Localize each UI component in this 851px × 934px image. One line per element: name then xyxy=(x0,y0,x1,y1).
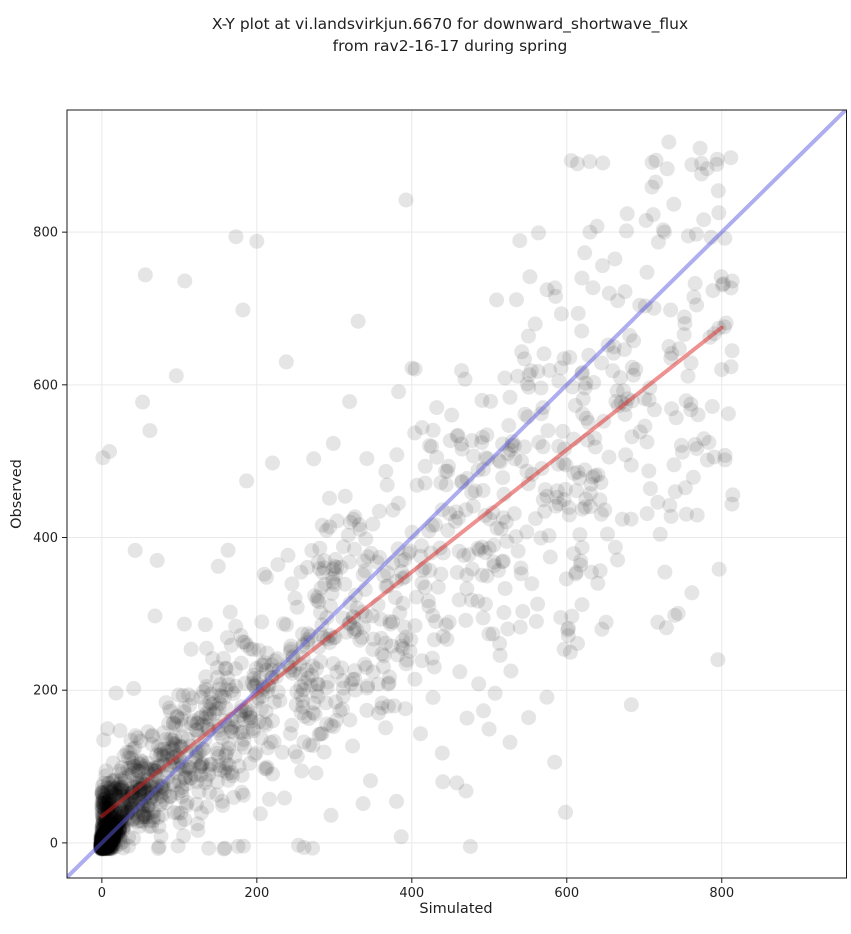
reference-lines xyxy=(67,110,847,878)
x-tick-label: 800 xyxy=(709,886,734,901)
chart-title-line2: from rav2-16-17 during spring xyxy=(333,37,568,55)
x-tick-label: 200 xyxy=(244,886,269,901)
identity-line xyxy=(67,110,847,878)
x-tick-label: 400 xyxy=(399,886,424,901)
y-tick-label: 200 xyxy=(33,684,58,699)
y-tick-label: 0 xyxy=(50,836,58,851)
y-tick-label: 800 xyxy=(33,226,58,241)
y-axis-label: Observed xyxy=(9,459,25,529)
fit-line xyxy=(99,325,724,819)
x-tick-label: 0 xyxy=(98,886,106,901)
y-tick-label: 400 xyxy=(33,531,58,546)
x-axis-label: Simulated xyxy=(419,901,492,917)
y-tick-label: 600 xyxy=(33,378,58,393)
axes-frame xyxy=(66,109,847,879)
gridlines xyxy=(67,110,847,878)
x-tick-label: 600 xyxy=(554,886,579,901)
chart-title-line1: X-Y plot at vi.landsvirkjun.6670 for dow… xyxy=(212,15,688,34)
axis-ticks: 0 200 400 600 800 0 200 400 600 800 xyxy=(33,226,734,901)
